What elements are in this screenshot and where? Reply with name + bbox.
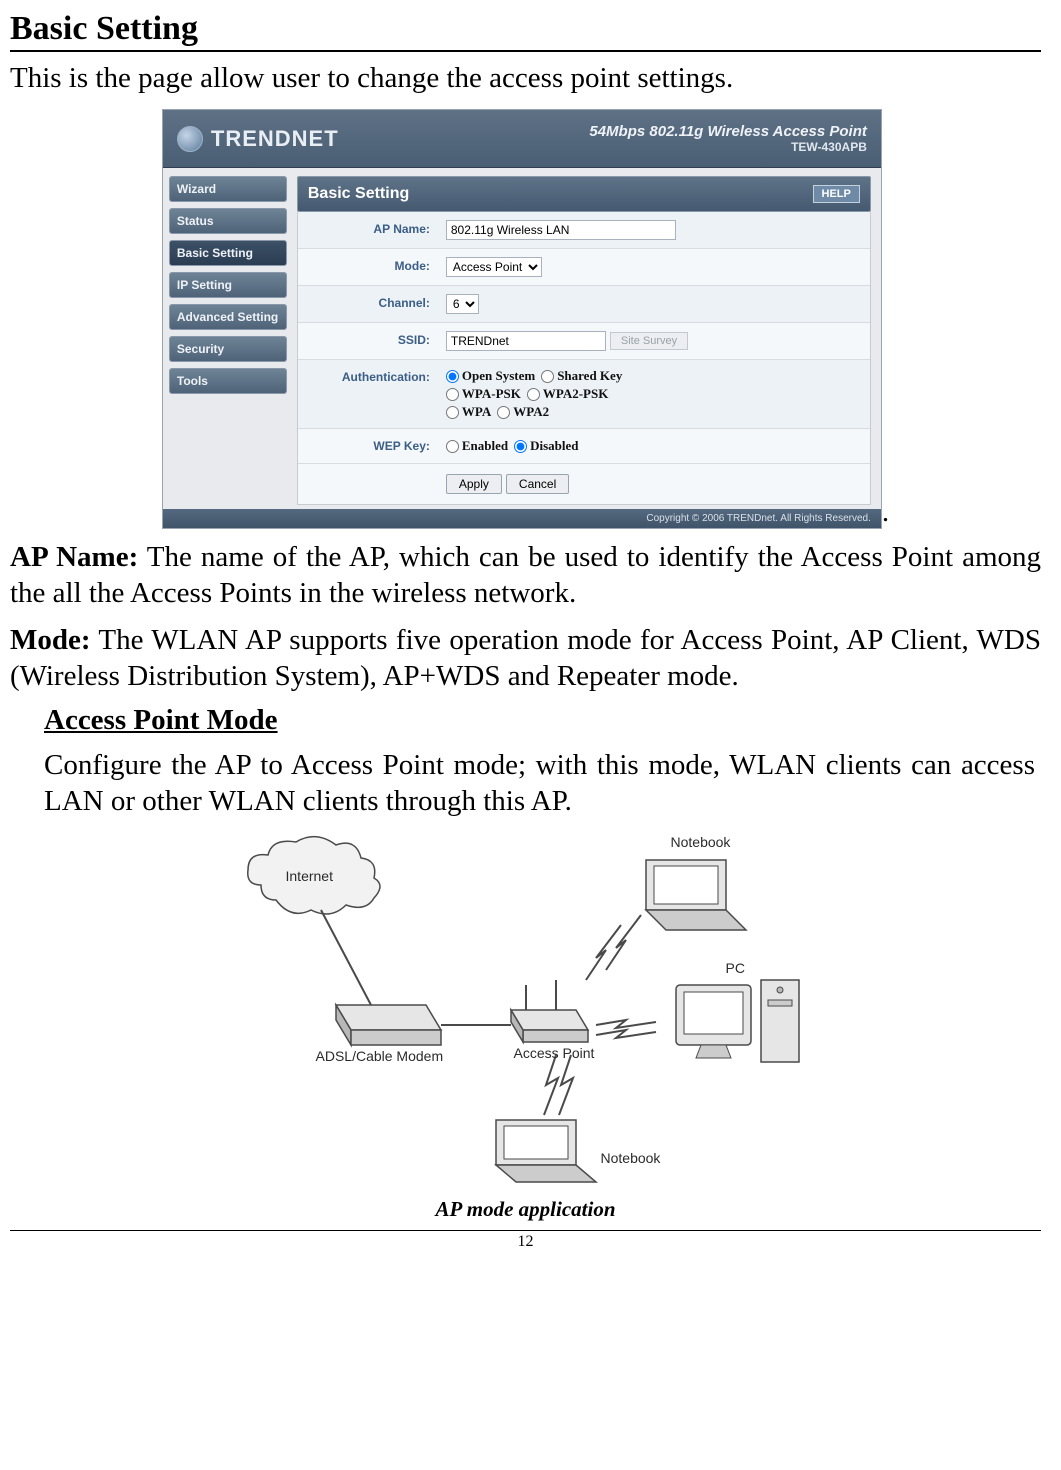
help-button[interactable]: HELP xyxy=(813,185,860,203)
radio-label: Enabled xyxy=(462,438,508,454)
sidebar-item-ip-setting[interactable]: IP Setting xyxy=(169,272,287,298)
pc-icon xyxy=(676,980,799,1062)
ap-name-input[interactable] xyxy=(446,220,676,240)
intro-paragraph: This is the page allow user to change th… xyxy=(10,62,1041,95)
channel-select[interactable]: 6 xyxy=(446,294,479,314)
mode-label: Mode: xyxy=(298,249,438,285)
panel-title: Basic Setting xyxy=(308,185,409,203)
access-point-icon xyxy=(511,980,588,1042)
sidebar-item-security[interactable]: Security xyxy=(169,336,287,362)
ssid-label: SSID: xyxy=(298,323,438,359)
notebook-top-label: Notebook xyxy=(671,834,731,850)
brand-text: TRENDNET xyxy=(211,126,339,152)
radio-input[interactable] xyxy=(446,406,459,419)
sidebar-item-basic-setting[interactable]: Basic Setting xyxy=(169,240,287,266)
router-header: TRENDNET 54Mbps 802.11g Wireless Access … xyxy=(163,110,881,168)
auth-radio-wpa2[interactable]: WPA2 xyxy=(497,404,549,420)
cancel-button[interactable]: Cancel xyxy=(506,474,569,494)
panel-form: AP Name: Mode: Access Point xyxy=(297,212,871,505)
sidebar-item-advanced-setting[interactable]: Advanced Setting xyxy=(169,304,287,330)
mode-bold: Mode: xyxy=(10,624,91,656)
model-number: TEW-430APB xyxy=(589,140,867,154)
pc-label: PC xyxy=(726,960,745,976)
wep-label: WEP Key: xyxy=(298,429,438,463)
radio-input[interactable] xyxy=(497,406,510,419)
router-footer: Copyright © 2006 TRENDnet. All Rights Re… xyxy=(163,509,881,528)
radio-label: WPA2 xyxy=(513,404,549,420)
page-footer: 12 xyxy=(10,1230,1041,1251)
router-body: Wizard Status Basic Setting IP Setting Advan… xyxy=(163,168,881,509)
apmode-paragraph: Configure the AP to Access Point mode; w… xyxy=(44,747,1035,820)
product-line: 54Mbps 802.11g Wireless Access Point xyxy=(589,123,867,140)
auth-radio-wpa[interactable]: WPA xyxy=(446,404,491,420)
sidebar: Wizard Status Basic Setting IP Setting Advan… xyxy=(163,168,293,509)
ap-name-bold: AP Name: xyxy=(10,541,138,573)
ap-label: Access Point xyxy=(514,1045,595,1061)
notebook-bottom-label: Notebook xyxy=(601,1150,661,1166)
auth-label: Authentication: xyxy=(298,360,438,428)
apply-button[interactable]: Apply xyxy=(446,474,502,494)
ssid-input[interactable] xyxy=(446,331,606,351)
main-panel: Basic Setting HELP AP Name: Mode: xyxy=(293,168,881,509)
button-row: Apply Cancel xyxy=(298,464,870,504)
radio-label: Disabled xyxy=(530,438,578,454)
page-heading: Basic Setting xyxy=(10,10,1041,52)
link-cloud-modem xyxy=(321,910,371,1005)
auth-radio-wpa2-psk[interactable]: WPA2-PSK xyxy=(527,386,608,402)
wep-radio-enabled[interactable]: Enabled xyxy=(446,438,508,454)
sidebar-item-tools[interactable]: Tools xyxy=(169,368,287,394)
notebook-top-icon xyxy=(646,860,746,930)
internet-label: Internet xyxy=(286,868,333,884)
radio-input[interactable] xyxy=(514,440,527,453)
wireless-link-notebook-bottom xyxy=(544,1055,573,1115)
page-number: 12 xyxy=(518,1233,534,1250)
site-survey-button[interactable]: Site Survey xyxy=(610,332,688,350)
radio-label: Open System xyxy=(462,368,535,384)
screenshot-container: TRENDNET 54Mbps 802.11g Wireless Access … xyxy=(10,109,1041,529)
diagram-container: Internet ADSL/Cable Modem Access Point N… xyxy=(10,830,1041,1222)
apmode-heading: Access Point Mode xyxy=(44,704,1035,737)
channel-label: Channel: xyxy=(298,286,438,322)
notebook-bottom-icon xyxy=(496,1120,596,1182)
auth-radio-wpa-psk[interactable]: WPA-PSK xyxy=(446,386,521,402)
radio-label: WPA xyxy=(462,404,491,420)
panel-titlebar: Basic Setting HELP xyxy=(297,176,871,212)
router-screenshot: TRENDNET 54Mbps 802.11g Wireless Access … xyxy=(162,109,882,529)
radio-input[interactable] xyxy=(446,440,459,453)
radio-label: WPA-PSK xyxy=(462,386,521,402)
auth-radio-open-system[interactable]: Open System xyxy=(446,368,535,384)
diagram-caption: AP mode application xyxy=(10,1197,1041,1222)
sidebar-item-status[interactable]: Status xyxy=(169,208,287,234)
radio-input[interactable] xyxy=(446,388,459,401)
auth-radio-shared-key[interactable]: Shared Key xyxy=(541,368,622,384)
ap-name-text: The name of the AP, which can be used to… xyxy=(10,541,1041,609)
sidebar-item-wizard[interactable]: Wizard xyxy=(169,176,287,202)
modem-label: ADSL/Cable Modem xyxy=(316,1048,444,1064)
diagram-svg xyxy=(226,830,826,1190)
logo-icon xyxy=(177,126,203,152)
network-diagram: Internet ADSL/Cable Modem Access Point N… xyxy=(226,830,826,1190)
wireless-link-notebook-top xyxy=(586,915,641,980)
ap-name-paragraph: AP Name: The name of the AP, which can b… xyxy=(10,539,1041,612)
radio-input[interactable] xyxy=(446,370,459,383)
wireless-link-pc xyxy=(596,1020,656,1038)
trailing-period: . xyxy=(882,496,889,528)
mode-select[interactable]: Access Point xyxy=(446,257,542,277)
radio-label: WPA2-PSK xyxy=(543,386,608,402)
wep-radio-disabled[interactable]: Disabled xyxy=(514,438,578,454)
radio-label: Shared Key xyxy=(557,368,622,384)
ap-name-label: AP Name: xyxy=(298,212,438,248)
radio-input[interactable] xyxy=(541,370,554,383)
radio-input[interactable] xyxy=(527,388,540,401)
modem-icon xyxy=(336,1005,441,1045)
mode-text: The WLAN AP supports five operation mode… xyxy=(10,624,1041,692)
mode-paragraph: Mode: The WLAN AP supports five operatio… xyxy=(10,622,1041,695)
header-subtitle: 54Mbps 802.11g Wireless Access Point TEW… xyxy=(589,123,867,154)
